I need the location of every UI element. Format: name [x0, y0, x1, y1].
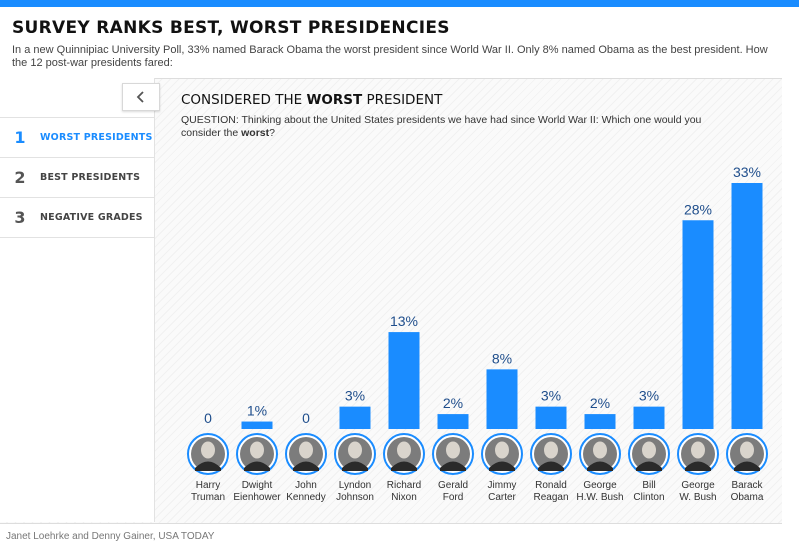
- bar-value-label: 13%: [390, 313, 418, 329]
- sidebar-item-negative-grades[interactable]: 3 NEGATIVE GRADES: [0, 197, 154, 238]
- portrait-face: [691, 441, 705, 459]
- portrait-shoulders: [685, 461, 711, 471]
- sidebar-item-best-presidents[interactable]: 2 BEST PRESIDENTS: [0, 157, 154, 197]
- category-label: Johnson: [336, 492, 374, 503]
- category-label: Eienhower: [233, 492, 281, 503]
- nav-label: NEGATIVE GRADES: [40, 212, 143, 223]
- bar-value-label: 2%: [590, 395, 610, 411]
- category-label: Jimmy: [488, 480, 517, 491]
- bar: [486, 369, 518, 429]
- bar: [535, 406, 567, 429]
- portrait-shoulders: [440, 461, 466, 471]
- portrait-face: [495, 441, 509, 459]
- chevron-left-icon: [136, 91, 144, 103]
- category-label: Nixon: [391, 492, 417, 503]
- category-label: Reagan: [533, 492, 568, 503]
- bar: [731, 183, 763, 429]
- bar-value-label: 33%: [733, 164, 761, 180]
- bar: [339, 406, 371, 429]
- portrait-face: [642, 441, 656, 459]
- back-button[interactable]: [122, 83, 160, 111]
- sidebar-item-worst-presidents[interactable]: 1 WORST PRESIDENTS: [0, 117, 154, 157]
- chart-heading-emphasis: WORST: [306, 92, 363, 108]
- chart-heading-prefix: CONSIDERED THE: [181, 92, 307, 108]
- top-accent-bar: [0, 0, 799, 7]
- sidebar: 1 WORST PRESIDENTS 2 BEST PRESIDENTS 3 N…: [0, 78, 155, 522]
- bar: [241, 421, 273, 429]
- bar: [633, 406, 665, 429]
- nav-label: WORST PRESIDENTS: [40, 132, 153, 143]
- portrait-shoulders: [636, 461, 662, 471]
- category-label: Carter: [488, 492, 516, 503]
- chart-heading-suffix: PRESIDENT: [362, 92, 443, 108]
- portrait-shoulders: [391, 461, 417, 471]
- source-credit: Janet Loehrke and Denny Gainer, USA TODA…: [6, 531, 215, 542]
- bar: [437, 414, 469, 429]
- portrait-face: [593, 441, 607, 459]
- category-label: John: [295, 480, 317, 491]
- portrait-face: [544, 441, 558, 459]
- category-label: Ronald: [535, 480, 567, 491]
- portrait-face: [740, 441, 754, 459]
- nav-number: 1: [14, 128, 26, 147]
- portrait-shoulders: [538, 461, 564, 471]
- bar: [388, 332, 420, 429]
- bar-value-label: 3%: [541, 388, 561, 404]
- category-label: Barack: [731, 480, 763, 491]
- portrait-shoulders: [342, 461, 368, 471]
- bar-value-label: 0: [302, 410, 310, 426]
- category-label: Lyndon: [339, 480, 371, 491]
- question-suffix: ?: [269, 127, 275, 139]
- question-emphasis: worst: [241, 127, 270, 139]
- portrait-shoulders: [489, 461, 515, 471]
- category-label: Bill: [642, 480, 655, 491]
- portrait-face: [250, 441, 264, 459]
- portrait-face: [397, 441, 411, 459]
- category-label: Dwight: [242, 480, 273, 491]
- nav-number: 2: [14, 168, 26, 187]
- category-label: Gerald: [438, 480, 468, 491]
- bar: [584, 414, 616, 429]
- bar-value-label: 8%: [492, 350, 512, 366]
- category-label: Richard: [387, 480, 421, 491]
- bar-value-label: 2%: [443, 395, 463, 411]
- bar: [682, 220, 714, 429]
- portrait-shoulders: [293, 461, 319, 471]
- portrait-shoulders: [587, 461, 613, 471]
- bar-value-label: 28%: [684, 201, 712, 217]
- portrait-face: [299, 441, 313, 459]
- portrait-shoulders: [195, 461, 221, 471]
- portrait-face: [446, 441, 460, 459]
- intro-text: In a new Quinnipiac University Poll, 33%…: [12, 44, 768, 69]
- portrait-face: [348, 441, 362, 459]
- page-title: SURVEY RANKS BEST, WORST PRESIDENCIES: [12, 18, 450, 38]
- question-body: QUESTION: Thinking about the United Stat…: [181, 114, 702, 139]
- category-label: George: [681, 480, 715, 491]
- question-text: QUESTION: Thinking about the United Stat…: [181, 114, 741, 140]
- portrait-shoulders: [734, 461, 760, 471]
- nav-label: BEST PRESIDENTS: [40, 172, 141, 183]
- category-label: H.W. Bush: [576, 492, 623, 503]
- category-label: W. Bush: [679, 492, 716, 503]
- category-label: Harry: [196, 480, 220, 491]
- category-label: Clinton: [633, 492, 664, 503]
- category-label: Ford: [443, 492, 464, 503]
- bar-value-label: 3%: [639, 388, 659, 404]
- bar-value-label: 3%: [345, 388, 365, 404]
- nav-number: 3: [14, 208, 26, 227]
- portrait-face: [201, 441, 215, 459]
- bar-value-label: 0: [204, 410, 212, 426]
- portrait-shoulders: [244, 461, 270, 471]
- chart-heading: CONSIDERED THE WORST PRESIDENT: [181, 92, 442, 108]
- category-label: George: [583, 480, 617, 491]
- category-label: Kennedy: [286, 492, 325, 503]
- category-label: Obama: [731, 492, 764, 503]
- category-label: Truman: [191, 492, 225, 503]
- bar-value-label: 1%: [247, 403, 267, 419]
